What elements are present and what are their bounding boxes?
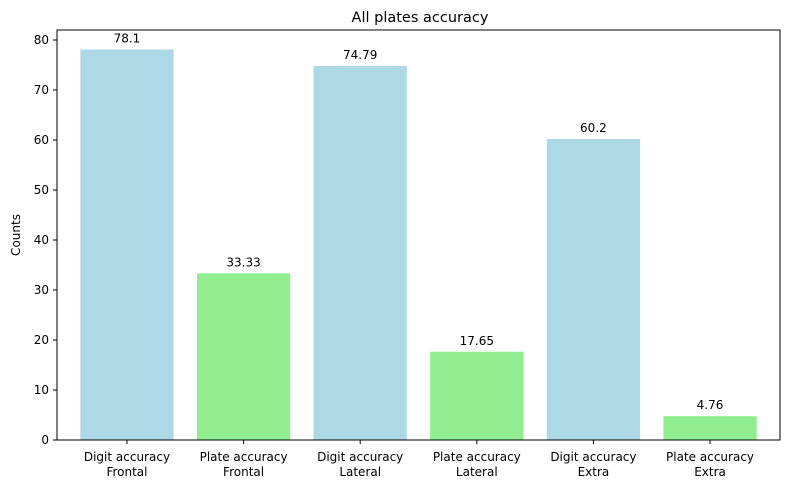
x-tick-label: Plate accuracy — [666, 450, 754, 464]
y-tick-label: 60 — [34, 133, 49, 147]
x-tick-label: Extra — [578, 465, 610, 479]
bar-value-label: 60.2 — [580, 121, 607, 135]
bar — [313, 66, 407, 441]
bar — [546, 139, 641, 440]
x-tick-label: Frontal — [106, 465, 147, 479]
bar-value-label: 33.33 — [226, 255, 260, 269]
y-tick-label: 10 — [34, 383, 49, 397]
x-tick-label: Plate accuracy — [433, 450, 521, 464]
y-tick-label: 0 — [41, 433, 49, 447]
bar-value-label: 4.76 — [697, 398, 724, 412]
y-tick-label: 70 — [34, 83, 49, 97]
x-tick-label: Digit accuracy — [84, 450, 170, 464]
y-tick-label: 30 — [34, 283, 49, 297]
chart-title: All plates accuracy — [352, 10, 489, 26]
y-tick-label: 50 — [34, 183, 49, 197]
y-axis-label: Counts — [9, 214, 23, 256]
x-tick-label: Digit accuracy — [317, 450, 403, 464]
bar — [80, 49, 174, 440]
y-tick-label: 20 — [34, 333, 49, 347]
data-labels-group: 78.1 33.33 74.79 17.65 60.2 4.76 — [114, 32, 724, 413]
x-tick-label: Lateral — [339, 465, 381, 479]
y-tick-label: 40 — [34, 233, 49, 247]
bar — [196, 273, 291, 440]
bar-value-label: 74.79 — [343, 48, 377, 62]
bar — [663, 416, 757, 440]
x-tick-label: Extra — [694, 465, 726, 479]
y-tick-label: 80 — [34, 33, 49, 47]
x-tick-label: Frontal — [223, 465, 264, 479]
bars-group — [80, 49, 757, 441]
x-tick-label: Plate accuracy — [200, 450, 288, 464]
bar-value-label: 78.1 — [114, 32, 141, 46]
x-tick-label: Lateral — [456, 465, 498, 479]
x-tick-label: Digit accuracy — [550, 450, 636, 464]
y-ticks-group: 0 10 20 30 40 50 60 70 80 — [34, 33, 57, 447]
plot-frame — [56, 29, 781, 441]
bar-value-label: 17.65 — [460, 334, 494, 348]
bar — [430, 351, 524, 440]
